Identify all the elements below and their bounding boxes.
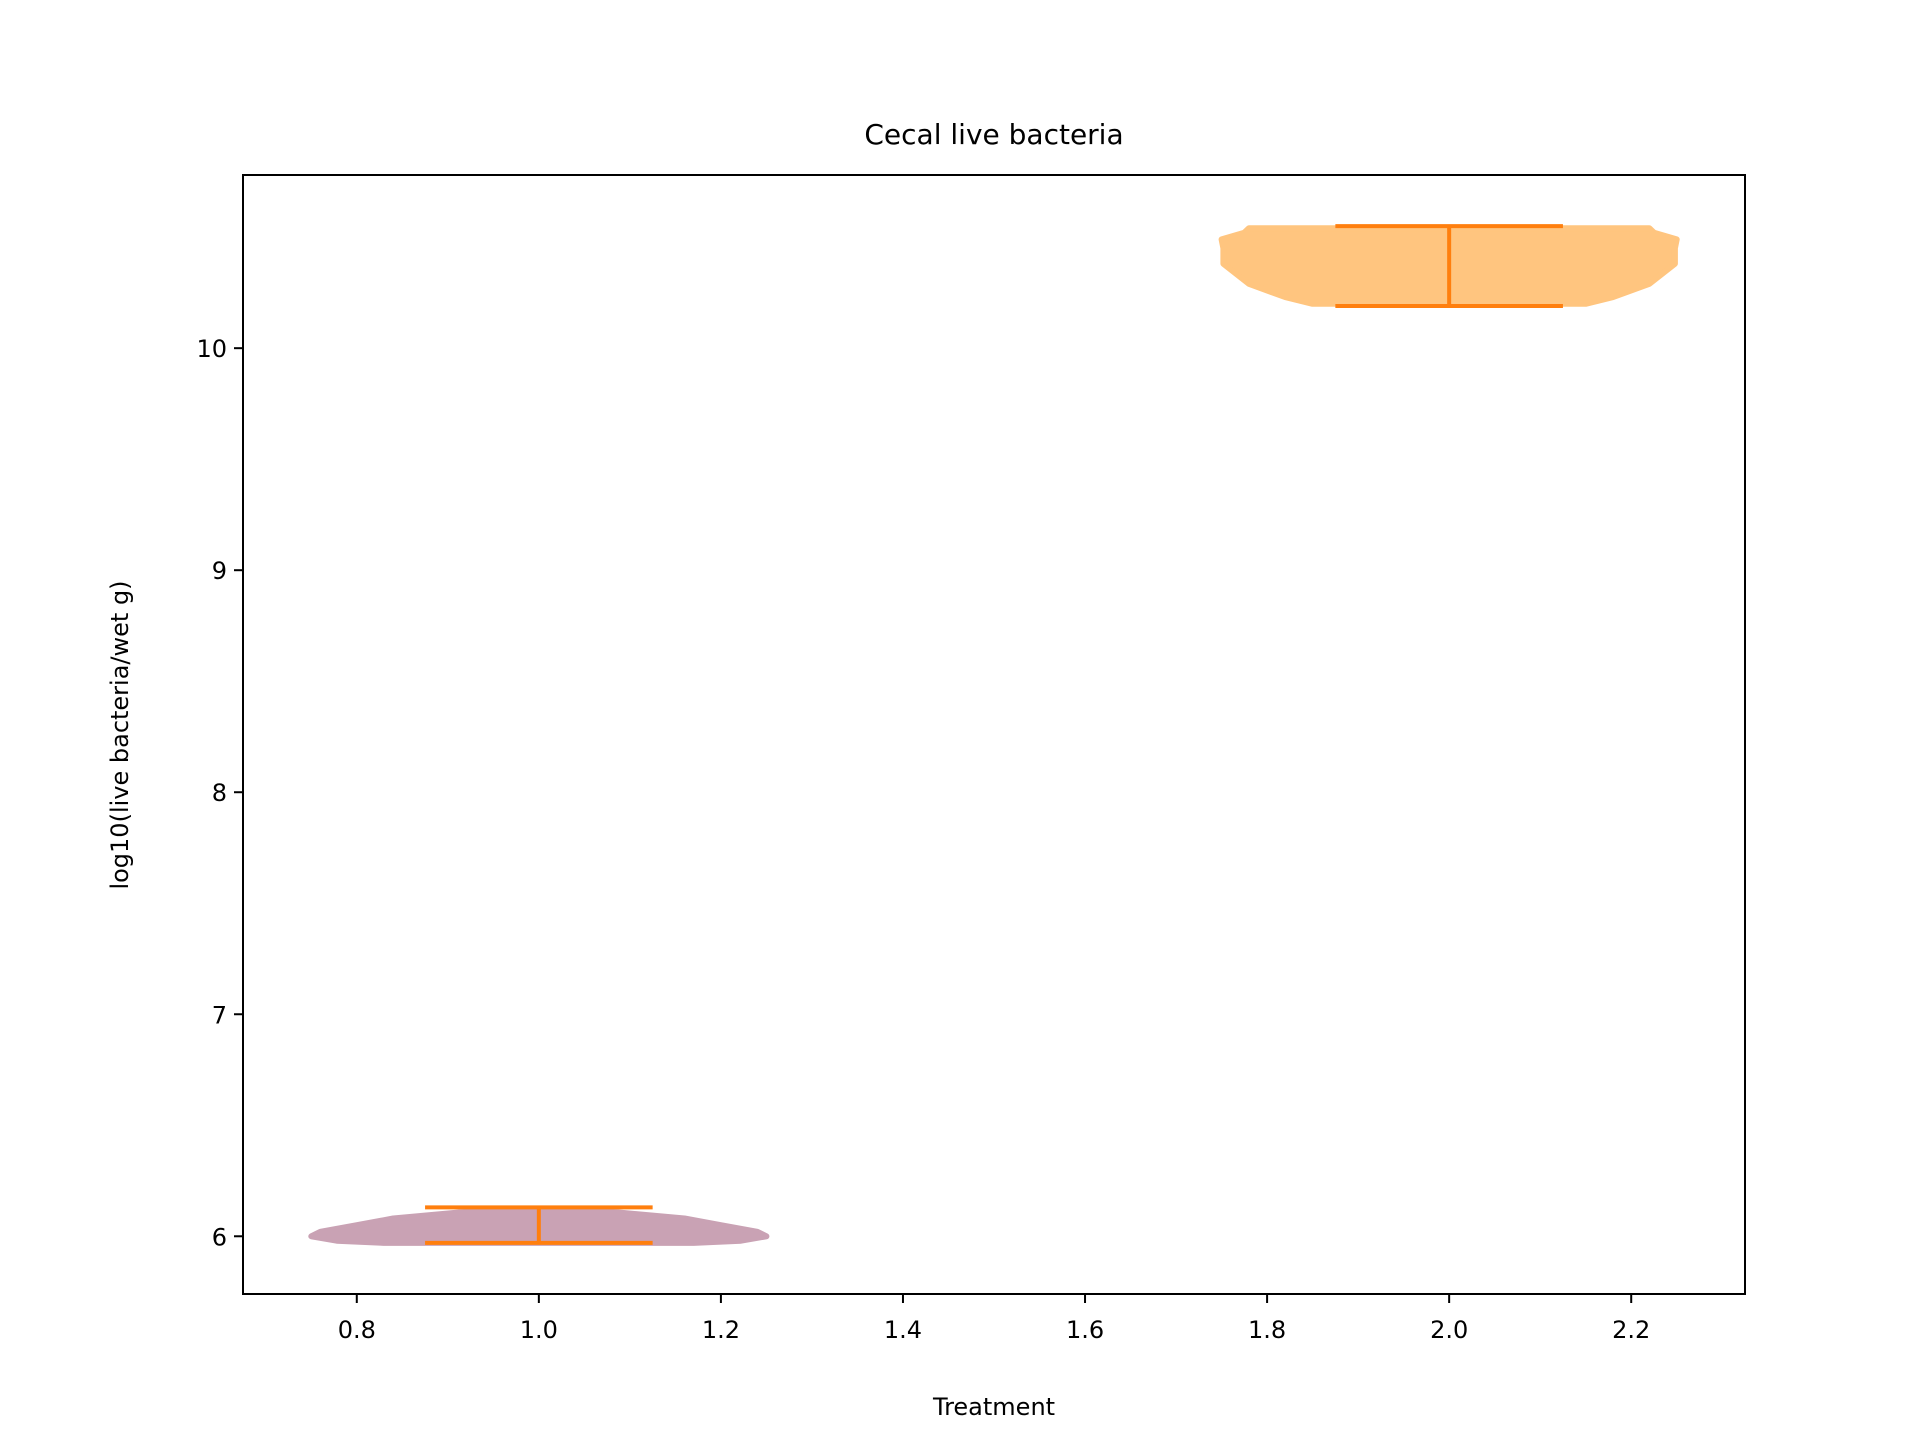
y-tick-label: 7 bbox=[212, 1001, 227, 1029]
x-tick-label: 1.4 bbox=[884, 1316, 922, 1344]
plot-frame bbox=[242, 174, 1746, 1295]
x-tick-label: 1.6 bbox=[1066, 1316, 1104, 1344]
y-tick-label: 8 bbox=[212, 779, 227, 807]
y-axis-ticks: 6 7 8 9 10 bbox=[196, 335, 243, 1251]
x-tick-label: 2.0 bbox=[1430, 1316, 1468, 1344]
y-axis-label: log10(live bacteria/wet g) bbox=[106, 580, 134, 889]
x-tick-label: 1.0 bbox=[520, 1316, 558, 1344]
x-tick-label: 2.2 bbox=[1612, 1316, 1650, 1344]
x-tick-label: 1.2 bbox=[702, 1316, 740, 1344]
x-tick-label: 0.8 bbox=[338, 1316, 376, 1344]
y-tick-label: 9 bbox=[212, 557, 227, 585]
y-tick-label: 6 bbox=[212, 1223, 227, 1251]
x-tick-label: 1.8 bbox=[1248, 1316, 1286, 1344]
y-tick-label: 10 bbox=[196, 335, 227, 363]
x-axis-label: Treatment bbox=[932, 1393, 1055, 1421]
chart-title: Cecal live bacteria bbox=[864, 118, 1123, 151]
x-axis-ticks: 0.8 1.0 1.2 1.4 1.6 1.8 2.0 2.2 bbox=[338, 1294, 1650, 1344]
violin-layer bbox=[308, 224, 1680, 1246]
